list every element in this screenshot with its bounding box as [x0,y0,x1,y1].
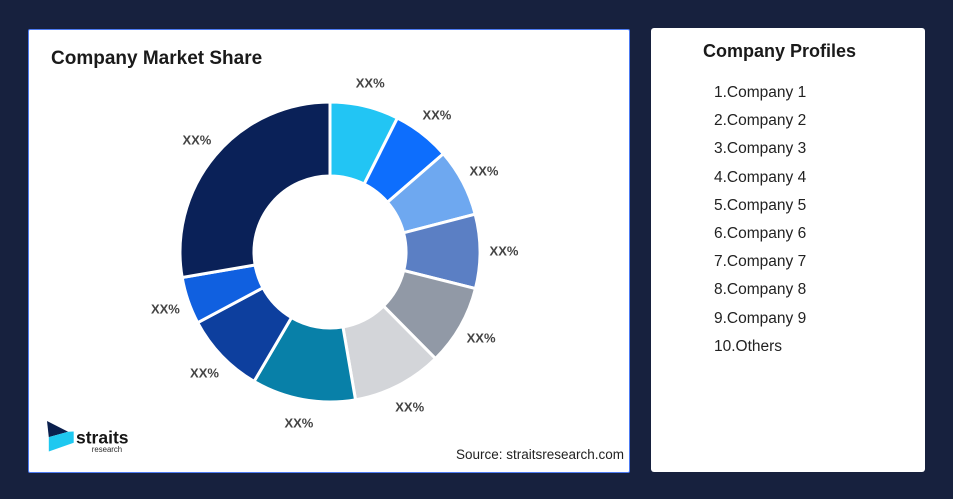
svg-text:research: research [92,445,122,454]
